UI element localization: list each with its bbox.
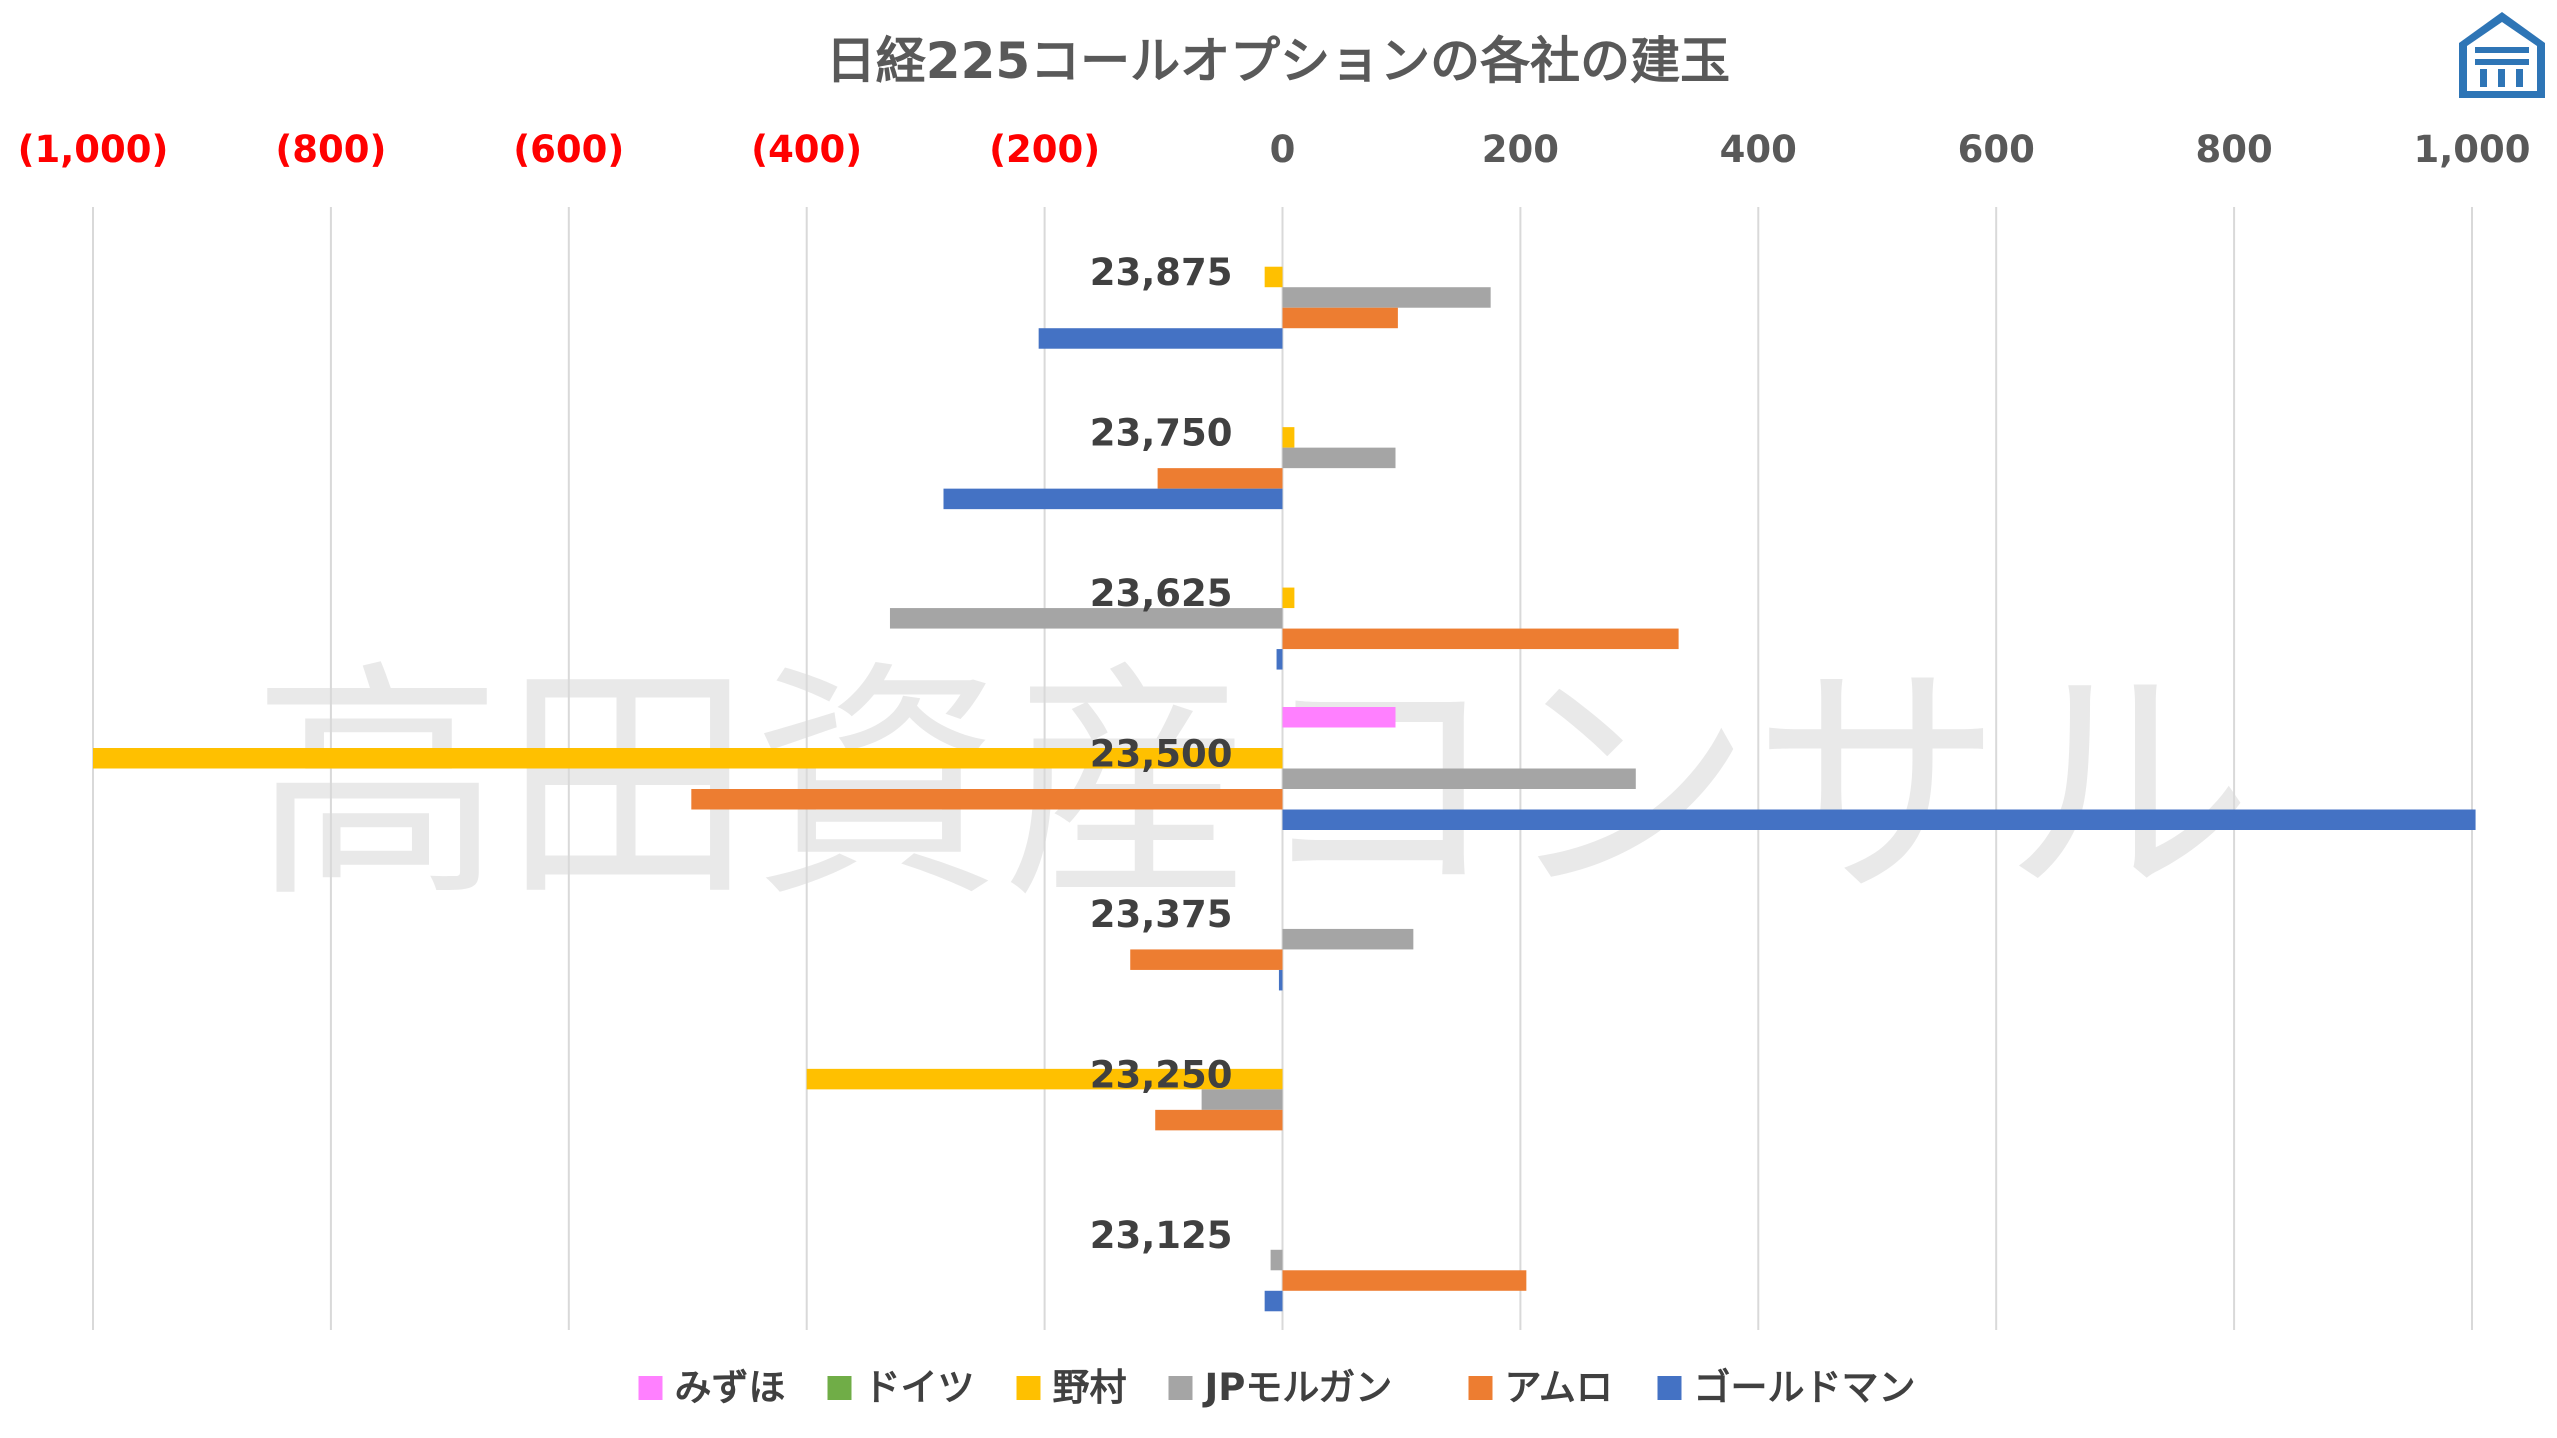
legend-label: JPモルガン	[1202, 1366, 1393, 1409]
bar	[1038, 328, 1283, 349]
legend-label: アムロ	[1505, 1366, 1613, 1409]
x-tick-label: (600)	[513, 128, 624, 171]
bar	[1282, 447, 1396, 469]
category-label: 23,250	[1090, 1053, 1233, 1096]
legend: みずほ ドイツ 野村 JPモルガン アムロ ゴールドマン	[638, 1366, 1916, 1409]
legend-label: 野村	[1053, 1366, 1127, 1409]
bar	[1282, 287, 1491, 308]
legend-label: みずほ	[675, 1366, 786, 1409]
logo-icon	[2459, 12, 2545, 98]
x-tick-label: 200	[1482, 128, 1559, 171]
bar	[93, 748, 1283, 769]
legend-swatch	[638, 1376, 663, 1400]
legend-swatch	[1468, 1376, 1493, 1400]
bar	[1282, 1270, 1527, 1291]
bar	[1130, 949, 1283, 970]
category-label: 23,375	[1090, 893, 1233, 936]
bar	[1201, 1089, 1283, 1110]
category-label: 23,500	[1090, 733, 1233, 776]
watermark-text: 高田資産コンサル	[253, 640, 2253, 931]
chart-title: 日経225コールオプションの各社の建玉	[826, 32, 1730, 90]
bar	[691, 789, 1283, 810]
bar	[1155, 1109, 1283, 1131]
bar	[1282, 928, 1414, 950]
x-tick-label: (400)	[751, 128, 862, 171]
legend-swatch	[1657, 1376, 1682, 1400]
legend-swatch	[1168, 1376, 1193, 1400]
bar	[889, 608, 1283, 629]
bar	[1264, 266, 1283, 288]
x-tick-label: 0	[1270, 128, 1296, 171]
x-tick-label: 400	[1720, 128, 1797, 171]
legend-label: ドイツ	[864, 1366, 975, 1409]
bar	[1282, 307, 1398, 329]
bar	[943, 488, 1283, 510]
bar	[1282, 809, 2476, 830]
category-label: 23,625	[1090, 572, 1233, 615]
x-tick-label: (1,000)	[18, 128, 169, 171]
bar	[1282, 707, 1396, 728]
bar	[1282, 427, 1295, 448]
bars	[93, 266, 2476, 1312]
x-tick-label: 1,000	[2413, 128, 2530, 171]
bar	[1157, 468, 1283, 489]
category-label: 23,125	[1090, 1214, 1233, 1257]
category-label: 23,875	[1090, 251, 1233, 294]
legend-label: ゴールドマン	[1694, 1366, 1916, 1409]
bar	[1282, 587, 1295, 609]
x-tick-label: (800)	[275, 128, 386, 171]
bar	[1276, 649, 1283, 670]
x-tick-label: 600	[1958, 128, 2035, 171]
bar	[1282, 768, 1636, 789]
bar	[1270, 1249, 1283, 1271]
x-tick-label: 800	[2195, 128, 2272, 171]
category-labels: 23,875 23,750 23,625 23,500 23,375 23,250 23,1…	[1090, 251, 1233, 1257]
category-label: 23,750	[1090, 412, 1233, 455]
x-tick-label: (200)	[989, 128, 1100, 171]
bar	[1278, 969, 1283, 991]
axis-tick-labels: (1,000) (800) (600) (400) (200) 0 200 400 600 800…	[18, 128, 2531, 171]
bar	[1282, 628, 1679, 650]
legend-swatch	[827, 1376, 852, 1400]
bar	[806, 1068, 1283, 1090]
bar	[1264, 1290, 1283, 1312]
legend-swatch	[1016, 1376, 1041, 1400]
